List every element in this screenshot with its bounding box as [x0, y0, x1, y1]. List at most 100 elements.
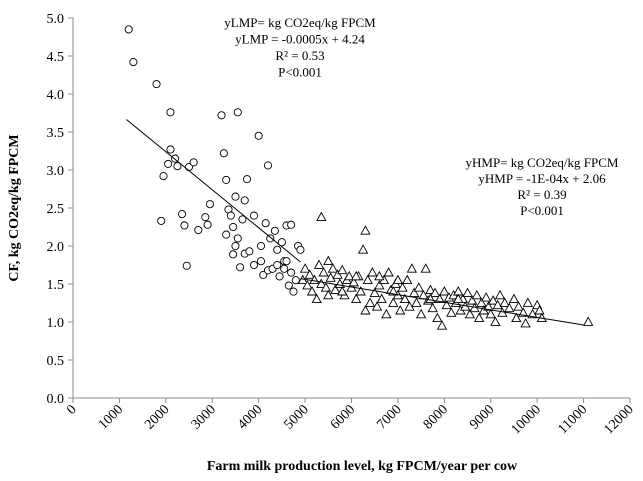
data-point: [397, 282, 408, 292]
data-point: [350, 293, 362, 304]
data-point: [467, 295, 478, 305]
data-point: [520, 317, 531, 328]
data-point: [313, 259, 325, 269]
data-point: [360, 225, 371, 235]
data-point: [337, 286, 348, 296]
data-point: [427, 302, 438, 313]
data-point: [238, 215, 247, 224]
data-point: [194, 225, 203, 235]
data-point: [289, 287, 298, 296]
data-point: [249, 211, 259, 220]
y-tick-label: 3.0: [47, 164, 65, 179]
data-point: [462, 287, 473, 297]
data-point: [222, 230, 231, 239]
data-point: [280, 264, 289, 273]
y-tick-label: 2.5: [47, 202, 65, 217]
y-tick-label: 0.0: [47, 392, 65, 407]
data-point: [395, 305, 406, 315]
data-point: [249, 260, 259, 270]
data-point: [374, 270, 385, 281]
data-point: [376, 293, 387, 304]
y-tick-label: 4.5: [47, 50, 65, 65]
data-point: [429, 287, 441, 297]
y-tick-label: 1.5: [47, 278, 65, 293]
data-point: [180, 221, 189, 230]
data-point: [348, 276, 359, 287]
data-point: [392, 274, 404, 285]
x-tick-label: 9000: [467, 402, 497, 432]
data-point: [480, 292, 492, 302]
data-point: [273, 260, 282, 270]
data-point: [464, 308, 476, 319]
annotation: yHMP= kg CO2eq/kg FPCM: [466, 155, 619, 170]
data-point: [296, 245, 305, 254]
data-point: [178, 210, 187, 219]
data-point: [413, 282, 424, 292]
data-point: [189, 158, 198, 167]
data-point: [409, 287, 420, 297]
trend-line: [300, 278, 584, 326]
data-point: [364, 297, 376, 307]
data-point: [231, 192, 240, 201]
data-point: [508, 293, 520, 304]
data-point: [371, 301, 383, 311]
data-point: [316, 211, 327, 221]
data-point: [166, 145, 175, 154]
data-point: [534, 305, 545, 315]
x-tick-label: 6000: [328, 402, 358, 432]
data-point: [270, 226, 279, 235]
data-point: [381, 308, 392, 319]
x-tick-label: 2000: [142, 402, 172, 432]
data-point: [245, 247, 254, 256]
data-point: [490, 316, 501, 326]
data-point: [362, 274, 373, 285]
data-point: [233, 108, 242, 117]
data-point: [254, 131, 263, 140]
data-point: [513, 301, 524, 311]
data-point: [383, 267, 394, 277]
data-point: [399, 293, 411, 304]
data-point: [499, 297, 510, 307]
data-point: [367, 267, 378, 277]
annotation: P<0.001: [278, 65, 322, 80]
data-point: [402, 274, 413, 285]
data-point: [360, 305, 371, 315]
data-point: [325, 272, 336, 282]
data-point: [406, 263, 418, 273]
data-point: [284, 281, 293, 290]
data-point: [201, 213, 210, 222]
data-point: [182, 261, 191, 270]
annotation: yLMP= kg CO2eq/kg FPCM: [224, 15, 376, 30]
data-point: [304, 269, 315, 279]
data-point: [320, 282, 332, 292]
data-point: [229, 250, 238, 259]
data-point: [350, 270, 362, 281]
data-point: [318, 267, 329, 277]
trend-line: [126, 119, 301, 263]
x-tick-label: 11000: [555, 402, 590, 437]
y-tick-label: 3.5: [47, 126, 65, 141]
data-point: [157, 216, 166, 225]
data-point: [263, 161, 273, 170]
data-point: [159, 172, 168, 181]
data-point: [236, 263, 245, 272]
data-point: [129, 58, 138, 67]
data-point: [374, 279, 385, 290]
data-point: [222, 175, 231, 184]
data-point: [311, 293, 322, 304]
x-tick-label: 0: [64, 402, 80, 418]
data-point: [302, 279, 313, 290]
x-tick-label: 4000: [235, 402, 265, 432]
data-point: [415, 308, 427, 319]
x-tick-label: 7000: [374, 402, 404, 432]
data-point: [388, 297, 399, 307]
data-point: [471, 289, 482, 300]
x-axis-title: Farm milk production level, kg FPCM/year…: [207, 459, 518, 474]
data-point: [229, 222, 238, 232]
data-point: [453, 293, 464, 304]
data-point: [518, 307, 529, 317]
data-point: [411, 297, 422, 307]
annotation: yLMP = -0.0005x + 4.24: [235, 32, 365, 47]
data-point: [434, 293, 445, 304]
